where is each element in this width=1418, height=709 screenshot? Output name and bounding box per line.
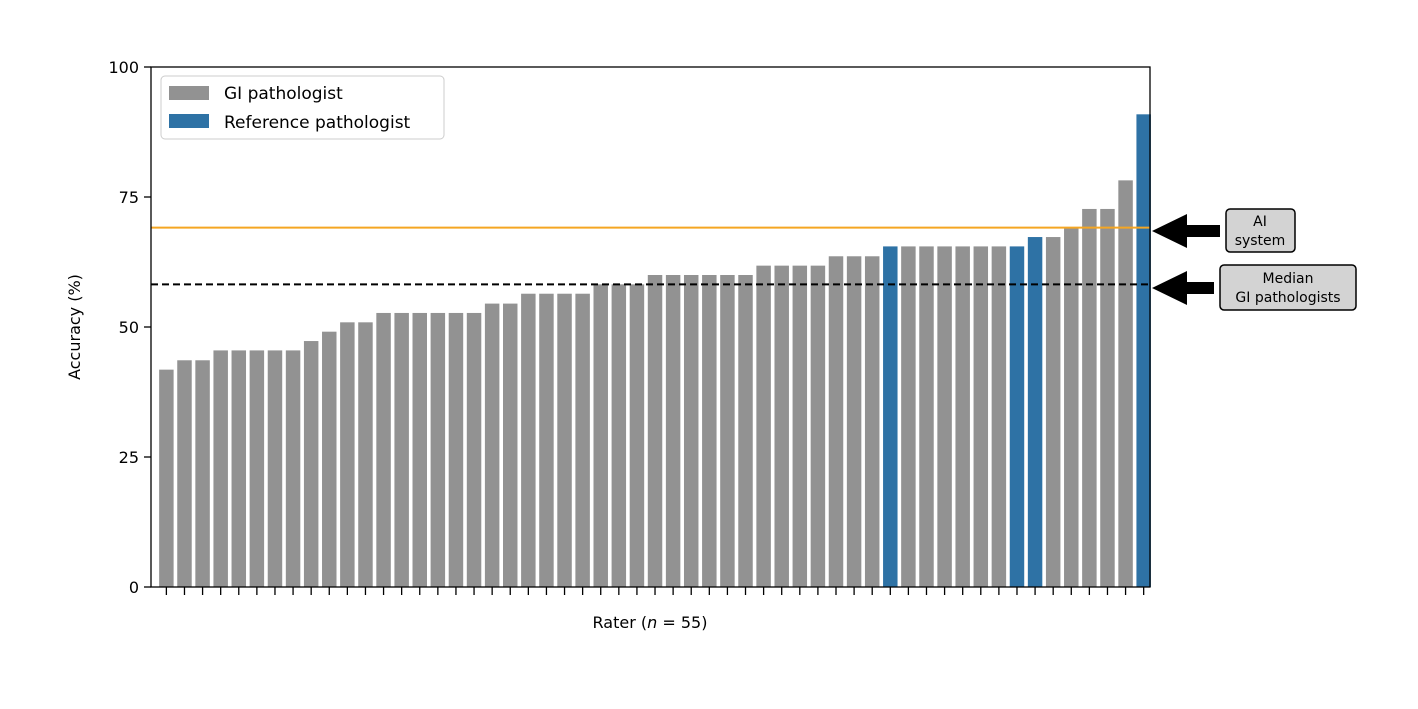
bars-group [159, 114, 1151, 588]
bar-rater-52 [1082, 208, 1097, 587]
bar-rater-42 [901, 246, 916, 587]
bar-rater-19 [484, 303, 500, 587]
bar-rater-13 [376, 312, 391, 587]
y-tick-label-0: 0 [129, 578, 139, 597]
y-tick-label-50: 50 [119, 318, 139, 337]
bar-rater-27 [629, 284, 645, 587]
legend-swatch-gi [169, 86, 209, 100]
bar-rater-4 [213, 350, 228, 587]
bar-rater-2 [177, 360, 192, 587]
bar-rater-9 [303, 341, 319, 587]
bar-rater-46 [973, 246, 989, 587]
bar-rater-17 [448, 312, 464, 587]
bar-rater-29 [665, 275, 681, 587]
bar-rater-16 [430, 312, 446, 587]
ai-label-box [1225, 208, 1296, 253]
bar-rater-49 [1027, 237, 1043, 588]
median-label-line2: GI pathologists [1235, 290, 1340, 306]
bar-rater-1 [159, 369, 174, 587]
reference-lines [151, 226, 1150, 286]
median-label-line1: Median [1263, 271, 1314, 287]
bar-rater-11 [340, 322, 355, 587]
legend: GI pathologist Reference pathologist [160, 75, 445, 140]
bar-rater-48 [1009, 246, 1025, 587]
bar-rater-3 [195, 360, 210, 587]
bar-rater-51 [1064, 227, 1079, 587]
bar-rater-7 [267, 350, 283, 587]
bar-rater-38 [828, 256, 844, 587]
bar-rater-30 [683, 275, 699, 587]
bar-rater-41 [883, 246, 898, 587]
bar-rater-21 [521, 293, 536, 587]
bar-rater-45 [955, 246, 970, 587]
bar-rater-47 [991, 246, 1007, 587]
median-arrow-icon [1152, 271, 1214, 305]
bar-rater-14 [394, 312, 409, 587]
bar-rater-35 [774, 265, 789, 587]
bar-rater-26 [611, 284, 627, 587]
y-axis: 0 25 50 75 100 [108, 58, 151, 597]
bar-rater-5 [231, 350, 247, 587]
bar-rater-15 [412, 312, 427, 587]
bar-rater-8 [285, 350, 301, 587]
ai-label-line2: system [1235, 233, 1286, 249]
median-annotation: Median GI pathologists [1152, 264, 1357, 311]
bar-rater-37 [810, 265, 826, 587]
legend-swatch-ref [169, 114, 209, 128]
y-tick-label-25: 25 [119, 448, 139, 467]
bar-rater-53 [1100, 208, 1115, 587]
bar-rater-6 [249, 350, 265, 587]
y-axis-label: Accuracy (%) [65, 274, 84, 380]
y-tick-label-100: 100 [108, 58, 139, 77]
bar-rater-34 [756, 265, 771, 587]
legend-label-gi: GI pathologist [224, 84, 343, 104]
bar-rater-50 [1045, 237, 1061, 588]
ai-system-annotation: AI system [1152, 208, 1296, 253]
ai-arrow-icon [1152, 214, 1220, 248]
bar-rater-33 [738, 275, 753, 587]
bar-rater-32 [720, 275, 735, 587]
bar-rater-23 [557, 293, 572, 587]
plot-frame [150, 66, 1151, 588]
legend-frame [160, 75, 445, 140]
bar-rater-20 [503, 303, 518, 587]
bar-rater-25 [593, 284, 608, 587]
bar-rater-12 [358, 322, 373, 587]
x-axis [165, 587, 1145, 595]
ai-label-line1: AI [1253, 214, 1267, 230]
legend-label-ref: Reference pathologist [224, 113, 411, 133]
bar-rater-36 [792, 265, 808, 587]
bar-rater-10 [322, 331, 337, 587]
bar-rater-40 [864, 256, 880, 587]
bar-rater-55 [1136, 114, 1151, 587]
bar-rater-43 [919, 246, 934, 587]
bar-rater-28 [647, 275, 663, 587]
bar-rater-31 [702, 275, 717, 587]
x-axis-label: Rater (n = 55) [593, 613, 708, 632]
bar-rater-18 [466, 312, 482, 587]
median-label-box [1219, 264, 1357, 311]
y-tick-label-75: 75 [119, 188, 139, 207]
bar-rater-39 [846, 256, 862, 587]
bar-rater-22 [539, 293, 554, 587]
bar-rater-54 [1118, 180, 1133, 588]
bar-rater-44 [937, 246, 952, 587]
bar-rater-24 [575, 293, 590, 587]
